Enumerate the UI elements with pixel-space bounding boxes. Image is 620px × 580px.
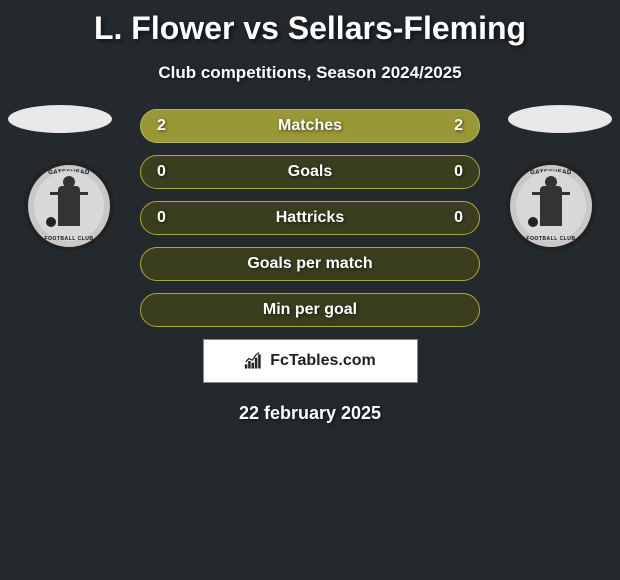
stat-row-hattricks: 0 Hattricks 0: [140, 201, 480, 235]
snapshot-date: 22 february 2025: [0, 403, 620, 424]
stat-label: Goals per match: [197, 255, 423, 273]
stat-label: Goals: [197, 163, 423, 181]
player2-club-crest: GATESHEAD FOOTBALL CLUB: [506, 161, 596, 251]
crest-bottom-text: FOOTBALL CLUB: [45, 236, 94, 242]
crest-inner: [34, 171, 104, 241]
stat-right-value: 2: [423, 117, 463, 135]
player1-club-crest: GATESHEAD FOOTBALL CLUB: [24, 161, 114, 251]
crest-ball-icon: [528, 217, 538, 227]
stat-left-value: 0: [157, 163, 197, 181]
stat-label: Matches: [197, 117, 423, 135]
player1-name: L. Flower: [94, 10, 234, 46]
crest-figure-icon: [58, 186, 80, 226]
crest-bottom-text: FOOTBALL CLUB: [527, 236, 576, 242]
site-name: FcTables.com: [270, 352, 376, 370]
comparison-card: L. Flower vs Sellars-Fleming Club compet…: [0, 0, 620, 424]
crest-figure-icon: [540, 186, 562, 226]
crest-circle: GATESHEAD FOOTBALL CLUB: [24, 161, 114, 251]
subtitle: Club competitions, Season 2024/2025: [0, 63, 620, 83]
content-area: GATESHEAD FOOTBALL CLUB GATESHEAD FOOTBA…: [0, 109, 620, 424]
stat-right-value: 0: [423, 209, 463, 227]
stat-label: Min per goal: [197, 301, 423, 319]
crest-circle: GATESHEAD FOOTBALL CLUB: [506, 161, 596, 251]
site-attribution[interactable]: FcTables.com: [203, 339, 418, 383]
page-title: L. Flower vs Sellars-Fleming: [0, 0, 620, 47]
crest-ball-icon: [46, 217, 56, 227]
stat-left-value: 2: [157, 117, 197, 135]
stat-row-goals: 0 Goals 0: [140, 155, 480, 189]
stat-right-value: 0: [423, 163, 463, 181]
stat-row-matches: 2 Matches 2: [140, 109, 480, 143]
player2-name: Sellars-Fleming: [288, 10, 526, 46]
player1-photo-placeholder: [8, 105, 112, 133]
player2-photo-placeholder: [508, 105, 612, 133]
stat-left-value: 0: [157, 209, 197, 227]
stats-list: 2 Matches 2 0 Goals 0 0 Hattricks 0 Goal…: [140, 109, 480, 327]
crest-inner: [516, 171, 586, 241]
vs-text: vs: [243, 10, 279, 46]
stat-row-min-per-goal: Min per goal: [140, 293, 480, 327]
stat-row-goals-per-match: Goals per match: [140, 247, 480, 281]
stat-label: Hattricks: [197, 209, 423, 227]
bar-chart-icon: [244, 352, 264, 370]
